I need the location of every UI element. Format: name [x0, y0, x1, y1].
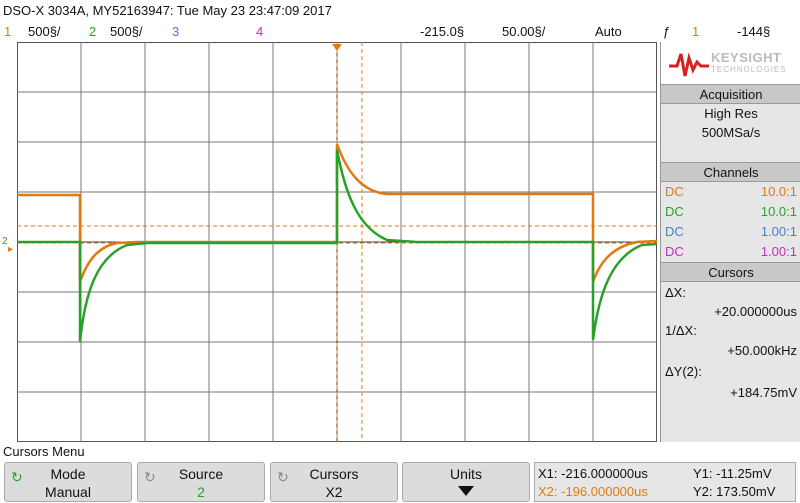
delta-y-label: ΔY(2):: [665, 364, 702, 379]
status-bar: 1 500§/ 2 500§/ 3 4 -215.0§ 50.00§/ Auto…: [0, 22, 800, 42]
graticule: [17, 42, 657, 442]
ch2-trace: [17, 149, 657, 343]
cursor-readout: X1: -216.000000us X2: -196.000000us Y1: …: [534, 462, 796, 502]
ch2-ground-marker: 2: [2, 236, 8, 247]
inverse-delta-x-value: +50.000kHz: [727, 343, 797, 358]
channel-4-row: DC 1.00:1: [665, 244, 797, 259]
ch2-number[interactable]: 2: [89, 24, 97, 39]
ch1-trace: [17, 143, 657, 283]
rotate-knob-icon: ↻: [11, 469, 23, 485]
delta-x-value: +20.000000us: [714, 304, 797, 319]
rotate-knob-icon: ↻: [144, 469, 156, 485]
side-panel: KEYSIGHT TECHNOLOGIES Acquisition High R…: [660, 42, 800, 442]
channel-1-row: DC 10.0:1: [665, 184, 797, 199]
logo-subtext: TECHNOLOGIES: [711, 65, 787, 74]
y2-readout: Y2: 173.50mV: [693, 484, 776, 499]
trigger-source[interactable]: 1: [692, 24, 700, 39]
x1-readout: X1: -216.000000us: [538, 466, 648, 481]
sample-rate: 500MSa/s: [701, 125, 761, 140]
logo-text: KEYSIGHT: [711, 50, 782, 65]
ch4-number[interactable]: 4: [256, 24, 264, 39]
ch3-number[interactable]: 3: [172, 24, 180, 39]
down-arrow-icon: [403, 484, 529, 501]
ch1-ground-marker: ▸: [8, 244, 14, 255]
acquisition-mode: High Res: [704, 106, 758, 121]
mode-softkey[interactable]: ↻ Mode Manual: [4, 462, 132, 502]
channels-header: Channels: [661, 162, 800, 182]
trigger-position-marker: [332, 44, 342, 51]
inverse-delta-x-label: 1/ΔX:: [665, 323, 697, 338]
delta-y-value: +184.75mV: [730, 385, 797, 400]
window-title: DSO-X 3034A, MY52163947: Tue May 23 23:4…: [3, 3, 332, 18]
keysight-logo: KEYSIGHT TECHNOLOGIES: [661, 42, 800, 84]
waveform-display[interactable]: [17, 42, 657, 442]
trigger-slope-icon: ƒ: [663, 24, 671, 39]
units-softkey[interactable]: Units: [402, 462, 530, 502]
delay-readout[interactable]: -215.0§: [420, 24, 465, 39]
ch2-scale[interactable]: 500§/: [110, 24, 143, 39]
trigger-level[interactable]: -144§: [737, 24, 771, 39]
y1-readout: Y1: -11.25mV: [693, 466, 772, 481]
keysight-wave-icon: [669, 52, 709, 77]
x2-readout: X2: -196.000000us: [538, 484, 648, 499]
delta-x-label: ΔX:: [665, 285, 686, 300]
menu-title: Cursors Menu: [3, 444, 85, 459]
channel-3-row: DC 1.00:1: [665, 224, 797, 239]
rotate-knob-icon: ↻: [277, 469, 289, 485]
cursors-header: Cursors: [661, 262, 800, 282]
ch1-number[interactable]: 1: [4, 24, 12, 39]
cursors-softkey[interactable]: ↻ Cursors X2: [270, 462, 398, 502]
softkey-bar: ↻ Mode Manual ↻ Source 2 ↻ Cursors X2 Un…: [0, 460, 800, 503]
channel-2-row: DC 10.0:1: [665, 204, 797, 219]
timebase-readout[interactable]: 50.00§/: [502, 24, 546, 39]
source-softkey[interactable]: ↻ Source 2: [137, 462, 265, 502]
acquisition-header: Acquisition: [661, 84, 800, 104]
trigger-mode[interactable]: Auto: [595, 24, 622, 39]
ch1-scale[interactable]: 500§/: [28, 24, 61, 39]
